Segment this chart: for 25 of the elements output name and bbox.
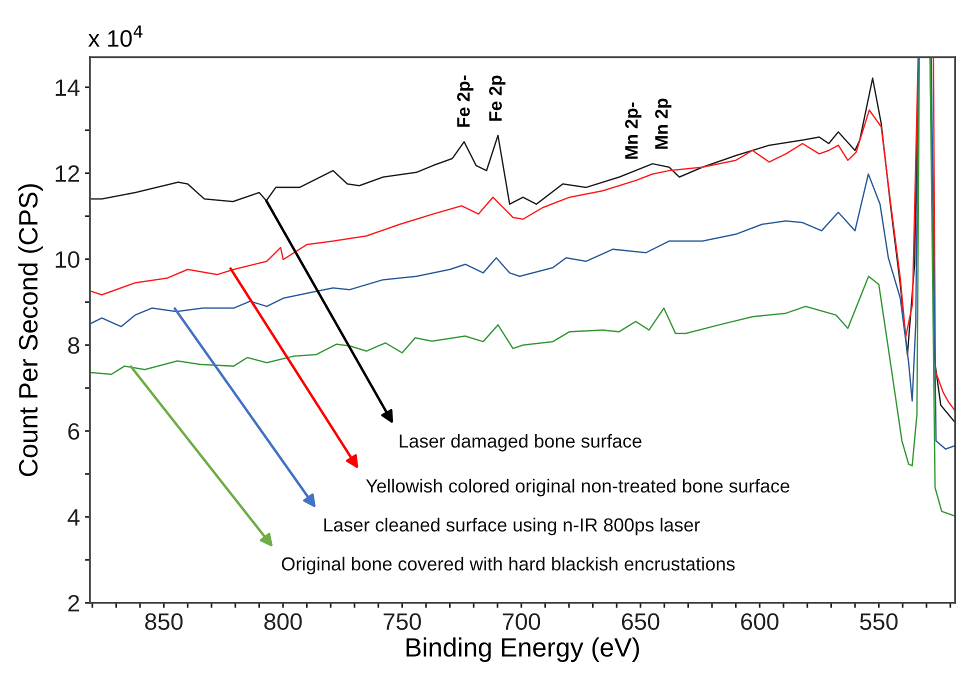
annotation: Mn 2p — [655, 98, 672, 149]
x-tick-label: 800 — [264, 613, 302, 630]
annotation: Fe 2p — [489, 76, 506, 121]
x-tick-label: 650 — [622, 613, 660, 630]
y-tick-label: 12 — [56, 165, 80, 182]
x-tick-label: 550 — [860, 613, 898, 630]
y-tick-label: 4 — [68, 509, 80, 526]
y-tick-label: 2 — [68, 594, 80, 612]
y-tick-label: 8 — [68, 337, 80, 354]
x-tick-label: 850 — [145, 613, 183, 630]
annotation: Laser damaged bone surface — [400, 434, 642, 452]
x-tick-label: 700 — [502, 613, 540, 630]
y-tick-label: 14 — [56, 80, 80, 96]
x-tick-label: 600 — [741, 613, 778, 630]
y-tick-label: 10 — [56, 251, 80, 268]
annotation: Original bone covered with hard blackish encrustations — [282, 556, 735, 574]
x-tick-label: 750 — [384, 613, 421, 630]
y-axis-title: Count Per Second (CPS) — [18, 184, 43, 476]
annotation: Laser cleaned surface using n-IR 800ps laser — [324, 518, 700, 536]
text: x 10$^{4}$ — [88, 26, 142, 47]
annotation: Mn 2p- — [625, 102, 642, 159]
annotation: Yellowish colored original non-treated bone surface — [366, 478, 790, 496]
y-tick-label: 6 — [68, 423, 80, 440]
annotation: Fe 2p- — [457, 76, 474, 127]
x-axis-title: Binding Energy (eV) — [406, 637, 639, 662]
